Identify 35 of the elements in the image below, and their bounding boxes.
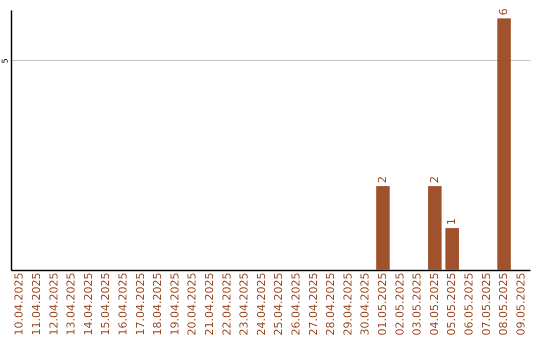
x-tick-label: 10.04.2025 xyxy=(12,272,26,336)
x-tick-label: 24.04.2025 xyxy=(254,272,268,336)
x-tick-label: 18.04.2025 xyxy=(151,272,164,336)
x-tick-label: 26.04.2025 xyxy=(289,272,302,336)
x-tick-label: 28.04.2025 xyxy=(324,272,338,336)
x-tick-label: 03.05.2025 xyxy=(410,272,424,336)
data-label: 6 xyxy=(497,8,510,16)
x-tick-label: 29.04.2025 xyxy=(341,272,354,336)
x-tick-label: 20.04.2025 xyxy=(186,272,199,336)
data-label: 2 xyxy=(376,176,389,184)
x-tick-label: 21.04.2025 xyxy=(202,272,216,336)
data-label: 2 xyxy=(428,176,441,184)
x-tick-label: 08.05.2025 xyxy=(497,272,510,336)
x-tick-label: 11.04.2025 xyxy=(30,272,43,336)
x-tick-label: 27.04.2025 xyxy=(306,272,320,336)
y-tick-label: 5 xyxy=(0,58,10,64)
x-tick-label: 09.05.2025 xyxy=(514,272,528,336)
x-tick-label: 07.05.2025 xyxy=(480,272,493,336)
x-tick-label: 23.04.2025 xyxy=(238,272,251,336)
x-tick-label: 04.05.2025 xyxy=(428,272,441,336)
x-tick-label: 02.05.2025 xyxy=(393,272,406,336)
x-tick-label: 17.04.2025 xyxy=(134,272,147,336)
x-tick-label: 05.05.2025 xyxy=(445,272,458,336)
x-tick-label: 06.05.2025 xyxy=(462,272,476,336)
x-tick-label: 30.04.2025 xyxy=(358,272,372,336)
x-tick-label: 22.04.2025 xyxy=(220,272,234,336)
data-label: 1 xyxy=(445,218,458,226)
x-tick-label: 15.04.2025 xyxy=(99,272,112,336)
x-tick-label: 12.04.2025 xyxy=(47,272,60,336)
x-tick-label: 14.04.2025 xyxy=(82,272,95,336)
x-tick-label: 25.04.2025 xyxy=(272,272,286,336)
x-tick-label: 01.05.2025 xyxy=(376,272,389,336)
x-tick-label: 13.04.2025 xyxy=(64,272,78,336)
x-tick-label: 19.04.2025 xyxy=(168,272,182,336)
x-tick-label: 16.04.2025 xyxy=(116,272,130,336)
